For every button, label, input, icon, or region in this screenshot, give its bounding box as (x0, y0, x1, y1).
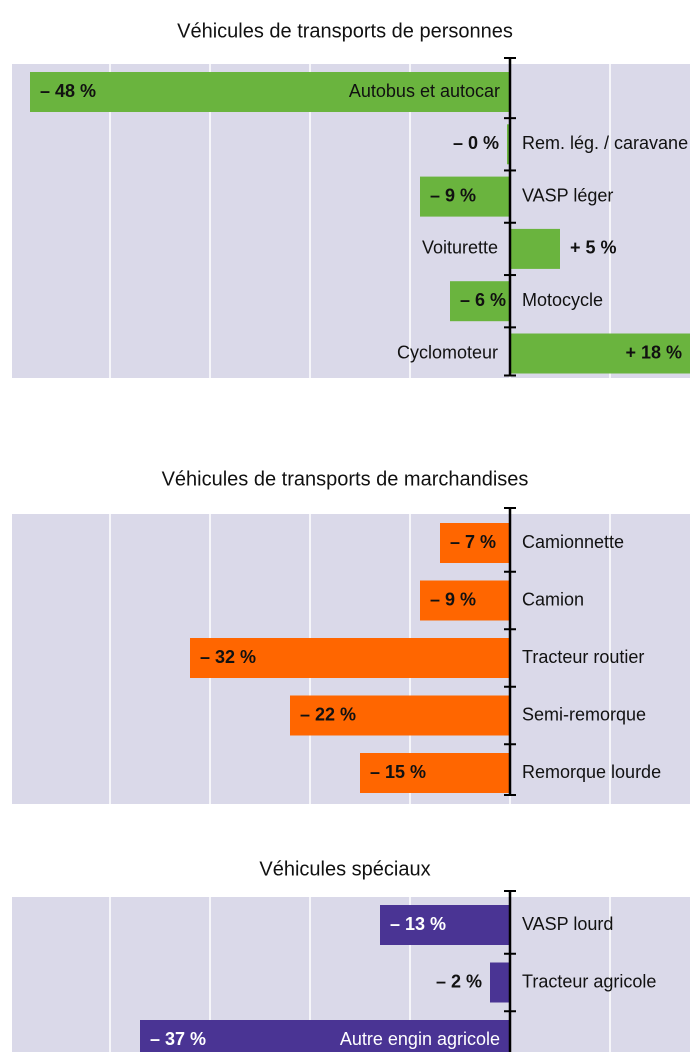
bar (507, 124, 510, 165)
value-label: – 9 % (430, 185, 476, 205)
panel-title: Véhicules de transports de personnes (177, 20, 513, 42)
value-label: – 48 % (40, 81, 96, 101)
bar (420, 580, 510, 621)
bar (450, 281, 510, 322)
bar (510, 333, 690, 374)
value-label: – 22 % (300, 704, 356, 724)
category-label: VASP lourd (522, 914, 613, 934)
value-label: – 32 % (200, 647, 256, 667)
category-label: Motocycle (522, 290, 603, 310)
category-label: Voiturette (422, 238, 498, 258)
bar (510, 228, 560, 269)
bar (140, 1020, 510, 1052)
panel-title: Véhicules spéciaux (259, 858, 430, 880)
value-label: – 37 % (150, 1029, 206, 1049)
category-label: Remorque lourde (522, 762, 661, 782)
value-label: – 9 % (430, 589, 476, 609)
value-label: – 7 % (450, 532, 496, 552)
bar (380, 905, 510, 945)
value-label: + 18 % (625, 342, 682, 362)
value-label: – 15 % (370, 762, 426, 782)
category-label: Cyclomoteur (397, 342, 498, 362)
bar (190, 638, 510, 678)
category-label: Autre engin agricole (340, 1029, 500, 1049)
value-label: – 13 % (390, 914, 446, 934)
value-label: – 6 % (460, 290, 506, 310)
bar (490, 962, 510, 1003)
category-label: Tracteur routier (522, 647, 644, 667)
category-label: Semi-remorque (522, 704, 646, 724)
category-label: Camion (522, 589, 584, 609)
bar (360, 753, 510, 793)
value-label: – 0 % (453, 133, 499, 153)
panel-background (12, 64, 690, 378)
category-label: Camionnette (522, 532, 624, 552)
bar (440, 523, 510, 563)
value-label: + 5 % (570, 238, 617, 258)
category-label: Rem. lég. / caravane (522, 133, 688, 153)
category-label: Autobus et autocar (349, 81, 500, 101)
value-label: – 2 % (436, 971, 482, 991)
category-label: VASP léger (522, 185, 613, 205)
category-label: Tracteur agricole (522, 971, 656, 991)
panel-title: Véhicules de transports de marchandises (162, 468, 529, 490)
bar (420, 176, 510, 217)
bar (290, 695, 510, 736)
bar (30, 72, 510, 112)
